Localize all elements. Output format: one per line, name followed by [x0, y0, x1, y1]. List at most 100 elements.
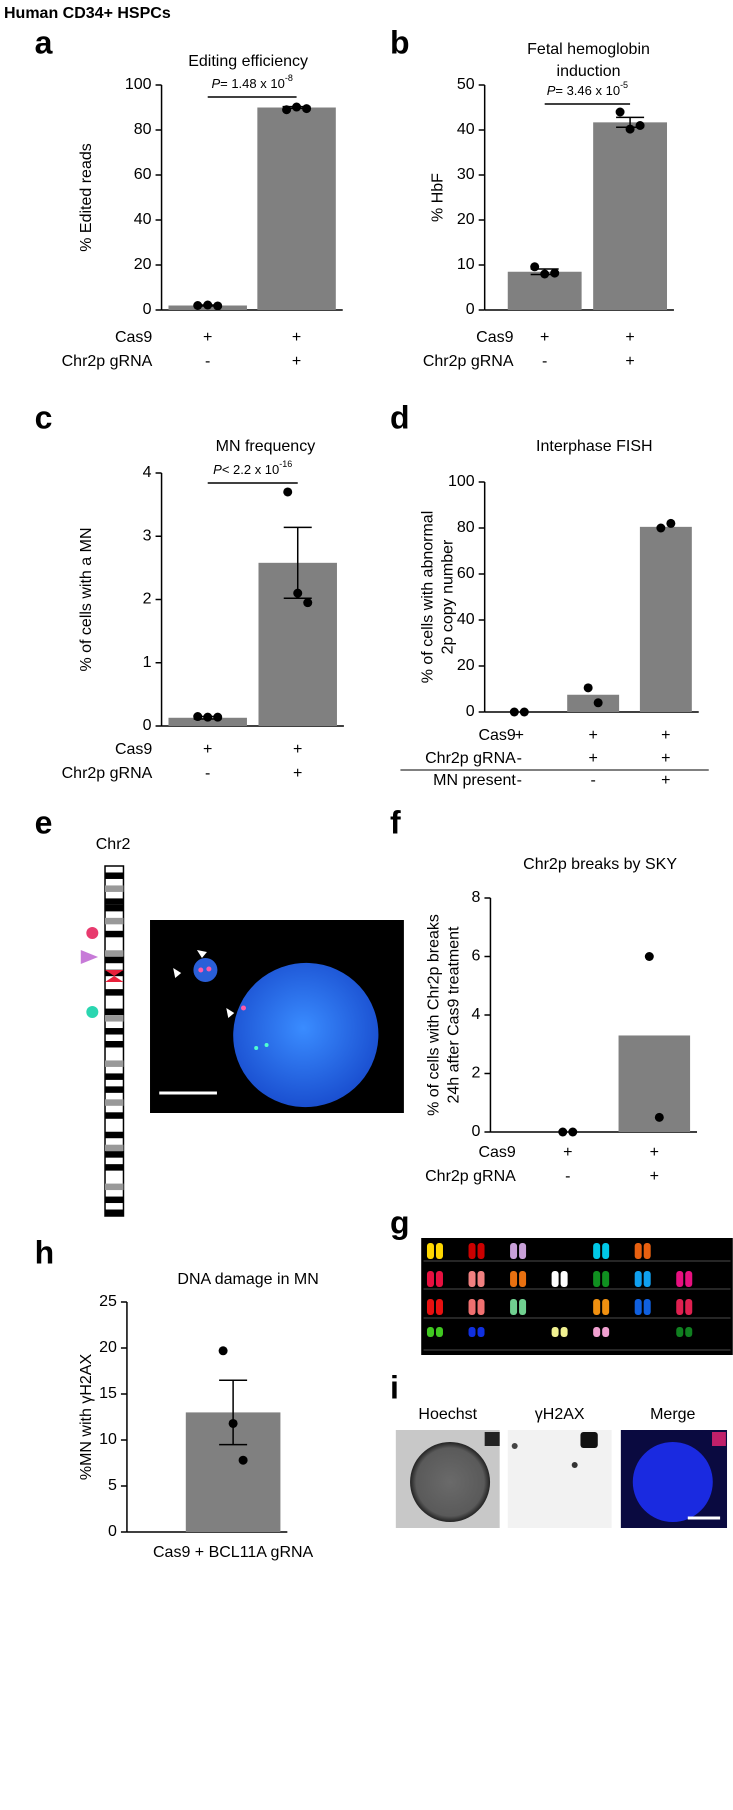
panel-letter: c	[35, 399, 53, 435]
image-label: Merge	[650, 1406, 695, 1423]
chromosome	[519, 1299, 527, 1315]
ideogram-band	[105, 1151, 124, 1158]
y-axis-label: %MN with γH2AX	[78, 1354, 95, 1481]
ideogram-band	[105, 917, 124, 925]
condition-sign: +	[515, 727, 524, 744]
condition-sign: +	[203, 741, 212, 758]
ideogram-band	[105, 950, 124, 957]
p-text: = 3.46 x 10	[555, 83, 620, 98]
condition-name: Chr2p gRNA	[423, 353, 514, 370]
y-tick-label: 5	[108, 1477, 117, 1494]
merge-spot	[712, 1432, 726, 1446]
karyotype-image	[421, 1238, 733, 1355]
marker-pink	[86, 927, 99, 939]
chromosome	[676, 1299, 684, 1315]
y-tick-label: 0	[466, 703, 475, 720]
h2ax-spot	[571, 1462, 578, 1468]
data-point	[656, 523, 666, 533]
ideogram-band	[105, 1196, 124, 1204]
chromosome	[602, 1299, 610, 1315]
ideogram-band	[105, 904, 124, 912]
panel-letter: g	[390, 1204, 410, 1240]
condition-sign: +	[563, 1144, 572, 1161]
condition-sign: +	[293, 765, 302, 782]
data-point	[540, 269, 550, 279]
chart-title: induction	[557, 63, 621, 80]
ideogram-band	[105, 989, 124, 996]
chromosome	[477, 1327, 485, 1337]
ideogram-band	[105, 1028, 124, 1035]
data-point	[303, 598, 313, 608]
data-point	[654, 1112, 664, 1122]
chromosome	[685, 1327, 693, 1337]
h2ax-spot	[511, 1443, 518, 1449]
chromosome	[602, 1271, 610, 1287]
data-point	[228, 1418, 238, 1428]
y-tick-label: 8	[472, 889, 481, 906]
ideogram-band	[105, 1008, 124, 1016]
y-tick-label: 0	[466, 301, 475, 318]
marker-arrow	[80, 950, 99, 964]
data-point	[550, 268, 560, 278]
y-tick-label: 2	[143, 591, 152, 608]
bar	[168, 717, 247, 726]
p-text: < 2.2 x 10	[222, 462, 279, 477]
ideogram-band	[105, 1164, 124, 1171]
chromosome	[468, 1243, 476, 1259]
chromosome	[643, 1299, 651, 1315]
condition-sign: +	[292, 329, 301, 346]
fish-signal	[206, 966, 212, 972]
condition-name: Cas9	[115, 741, 152, 758]
chromosome	[468, 1327, 476, 1337]
chromosome	[477, 1271, 485, 1287]
p-value: P= 3.46 x 10-5	[547, 80, 628, 98]
condition-sign: +	[292, 353, 301, 370]
panel-letter: a	[35, 24, 53, 60]
condition-name: Chr2p gRNA	[62, 353, 153, 370]
condition-sign: -	[517, 772, 522, 789]
condition-sign: +	[661, 727, 670, 744]
chart-title: DNA damage in MN	[177, 1271, 318, 1288]
panel-letter: b	[390, 24, 410, 60]
condition-sign: -	[590, 772, 595, 789]
ideogram-band	[105, 1060, 124, 1067]
data-point	[509, 707, 519, 717]
condition-sign: +	[625, 353, 634, 370]
condition-name: Cas9	[476, 329, 513, 346]
chromosome	[510, 1271, 518, 1287]
bar	[593, 122, 668, 310]
ideogram-band	[105, 1131, 124, 1139]
bar	[257, 107, 336, 310]
ideogram-band	[105, 872, 124, 879]
y-tick-label: 0	[472, 1123, 481, 1140]
chromosome	[634, 1299, 642, 1315]
chart-title: Interphase FISH	[536, 438, 653, 455]
y-axis-label: % of cells with abnormal	[420, 511, 437, 684]
hoechst-spot	[484, 1432, 500, 1446]
chromosome	[634, 1271, 642, 1287]
data-point	[625, 124, 635, 134]
condition-sign: +	[588, 750, 597, 767]
h2ax-spot	[580, 1432, 598, 1448]
y-axis-label: 2p copy number	[440, 539, 457, 654]
ideogram-band	[105, 1086, 124, 1093]
chromosome	[643, 1271, 651, 1287]
chart-title: MN frequency	[216, 438, 316, 455]
condition-sign: +	[203, 329, 212, 346]
ideogram-band	[105, 1041, 124, 1048]
chromosome	[477, 1299, 485, 1315]
chromosome	[435, 1271, 443, 1287]
chromosome	[435, 1327, 443, 1337]
condition-sign: +	[650, 1144, 659, 1161]
p-value: P< 2.2 x 10-16	[213, 459, 292, 477]
chromosome	[676, 1271, 684, 1287]
ideogram-band	[105, 1183, 124, 1191]
y-tick-label: 0	[143, 717, 152, 734]
data-point	[583, 683, 593, 693]
y-tick-label: 100	[448, 473, 475, 490]
data-point	[302, 104, 312, 114]
y-axis-label: % Edited reads	[78, 143, 95, 252]
y-tick-label: 60	[457, 565, 475, 582]
data-point	[193, 712, 203, 722]
condition-sign: +	[625, 329, 634, 346]
